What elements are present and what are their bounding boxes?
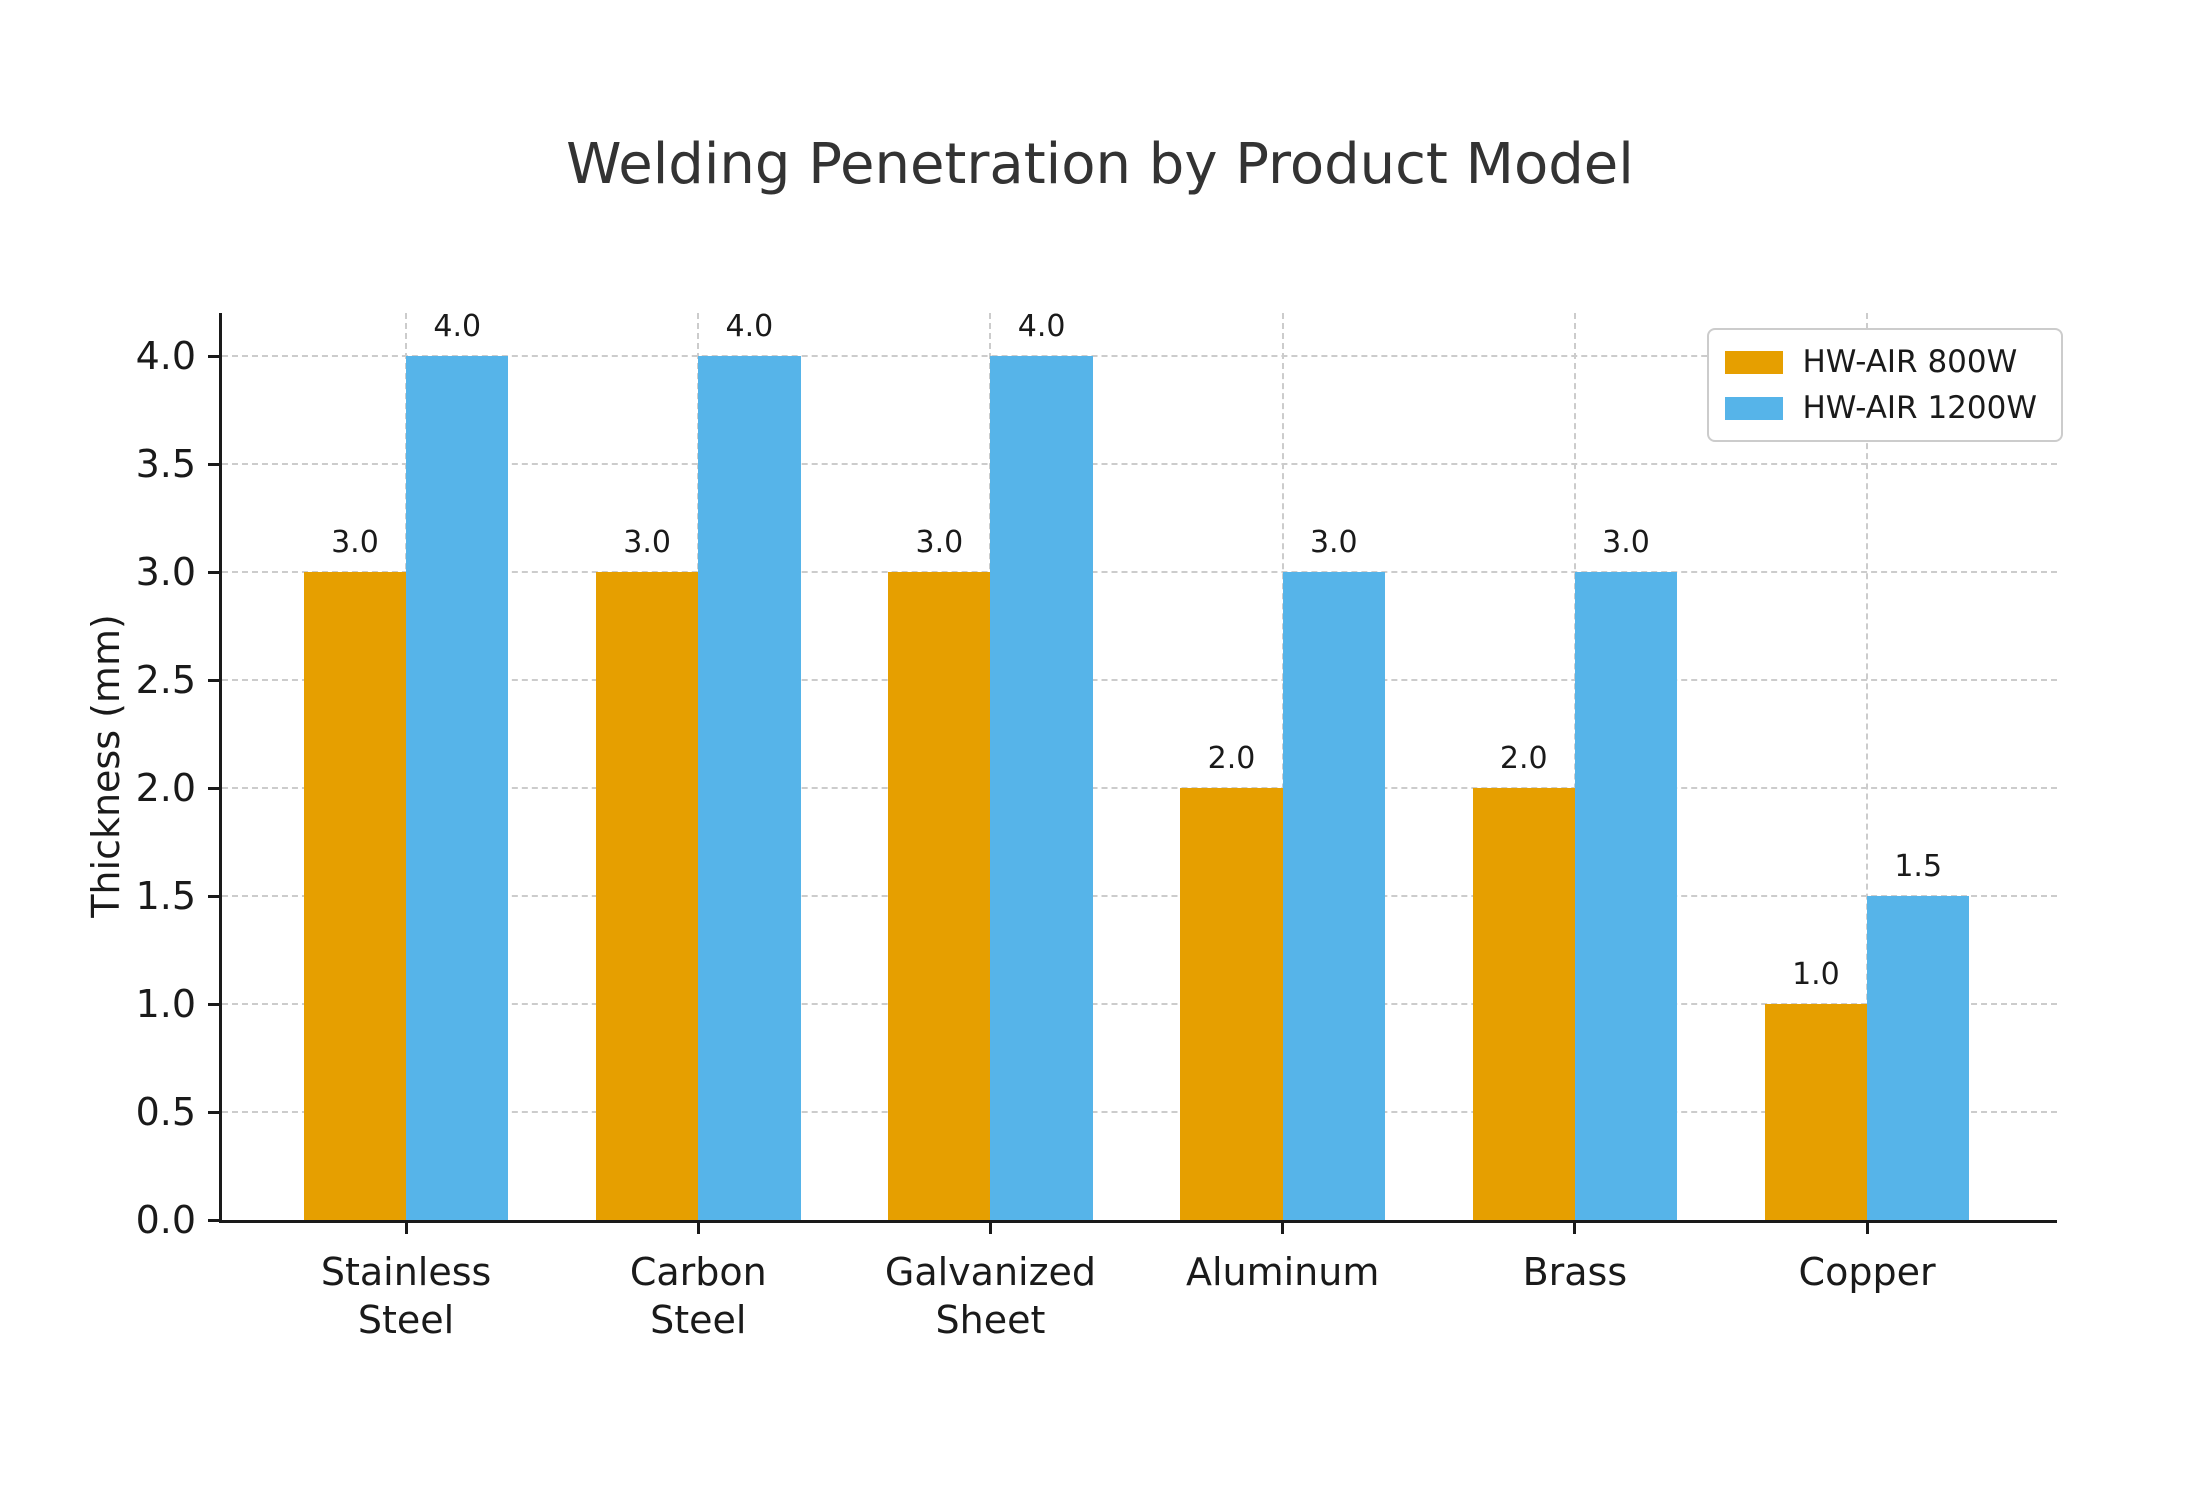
y-tick-label: 4.0 <box>135 334 196 379</box>
legend-label: HW-AIR 1200W <box>1802 390 2038 426</box>
legend-label: HW-AIR 800W <box>1802 344 2018 380</box>
y-tick <box>208 462 219 466</box>
gridline-horizontal <box>222 1111 2057 1114</box>
y-tick-label: 1.0 <box>135 982 196 1027</box>
bar-hw-air-800w <box>1180 788 1283 1220</box>
y-tick <box>208 570 219 574</box>
gridline-horizontal <box>222 679 2057 682</box>
bar-value-label: 2.0 <box>1499 741 1548 777</box>
x-tick-label: Aluminum <box>1185 1250 1380 1294</box>
gridline-horizontal <box>222 895 2057 898</box>
bar-hw-air-1200w <box>990 356 1093 1220</box>
y-tick-label: 1.5 <box>135 874 196 919</box>
legend: HW-AIR 800W HW-AIR 1200W <box>1706 328 2063 442</box>
chart-title: Welding Penetration by Product Model <box>566 132 1634 197</box>
gridline-horizontal <box>222 463 2057 466</box>
bar-value-label: 1.0 <box>1792 957 1840 993</box>
legend-entry: HW-AIR 1200W <box>1724 390 2038 426</box>
bar-value-label: 3.0 <box>331 525 379 561</box>
y-tick-label: 2.5 <box>135 658 196 703</box>
y-axis-spine <box>219 313 222 1223</box>
y-tick-label: 2.0 <box>135 766 196 811</box>
bar-hw-air-800w <box>888 572 991 1220</box>
bar-hw-air-800w <box>303 572 407 1220</box>
x-tick-label: Brass <box>1522 1250 1628 1294</box>
bar-hw-air-1200w <box>698 356 801 1220</box>
x-tick <box>988 1223 992 1234</box>
bar-hw-air-800w <box>1472 788 1575 1220</box>
bar-hw-air-800w <box>596 572 699 1220</box>
y-tick <box>208 786 219 790</box>
y-tick-label: 0.5 <box>135 1090 196 1135</box>
gridline-horizontal <box>222 1003 2057 1006</box>
y-tick <box>208 354 219 358</box>
bar-value-label: 2.0 <box>1207 741 1256 777</box>
bar-value-label: 3.0 <box>1309 525 1358 561</box>
x-tick <box>1281 1223 1285 1234</box>
legend-swatch <box>1724 396 1783 420</box>
x-tick <box>1865 1223 1869 1234</box>
x-tick-label: Stainless Steel <box>320 1250 492 1342</box>
x-tick-label: Copper <box>1798 1250 1936 1294</box>
plot-area: 3.0 3.0 3.0 2.0 2.0 1.0 4.0 4.0 4.0 3.0 3.0 1.5 0.0 0… <box>136 309 2057 1342</box>
bar-value-label: 1.5 <box>1894 849 1943 885</box>
legend-entry: HW-AIR 800W <box>1724 344 2038 380</box>
y-tick <box>208 678 219 682</box>
gridline-horizontal <box>222 787 2057 790</box>
y-tick <box>208 1218 219 1222</box>
x-tick <box>404 1223 408 1234</box>
bar-value-label: 3.0 <box>1602 525 1650 561</box>
bar-value-label: 4.0 <box>433 309 482 345</box>
y-tick-label: 0.0 <box>135 1198 196 1242</box>
x-tick-label: Galvanized Sheet <box>884 1250 1097 1342</box>
y-tick <box>208 1110 219 1114</box>
bar-hw-air-1200w <box>1282 572 1385 1220</box>
gridline-horizontal <box>222 571 2057 574</box>
bar-hw-air-1200w <box>1574 572 1678 1220</box>
bar-value-label: 3.0 <box>623 525 671 561</box>
y-tick <box>208 894 219 898</box>
legend-swatch <box>1724 350 1783 374</box>
x-axis-spine <box>219 1220 2057 1223</box>
bar-value-label: 4.0 <box>725 309 774 345</box>
x-tick <box>1573 1223 1577 1234</box>
gridline-vertical <box>1866 313 1869 1220</box>
y-tick-label: 3.5 <box>135 442 196 487</box>
y-tick-label: 3.0 <box>135 550 196 595</box>
x-tick-label: Carbon Steel <box>629 1250 767 1342</box>
y-tick <box>208 1002 219 1006</box>
bar-hw-air-1200w <box>406 356 509 1220</box>
bar-value-label: 4.0 <box>1017 309 1066 345</box>
bar-value-label: 3.0 <box>915 525 964 561</box>
y-axis-title: Thickness (mm) <box>84 614 128 918</box>
bar-hw-air-800w <box>1764 1004 1868 1220</box>
x-tick <box>696 1223 700 1234</box>
gridline-horizontal <box>222 355 2057 358</box>
bar-hw-air-1200w <box>1867 896 1970 1220</box>
